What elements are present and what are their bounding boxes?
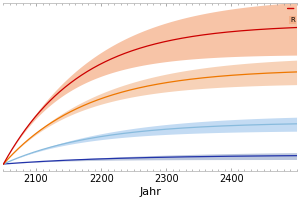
Text: R: R bbox=[290, 17, 295, 23]
X-axis label: Jahr: Jahr bbox=[139, 187, 161, 197]
